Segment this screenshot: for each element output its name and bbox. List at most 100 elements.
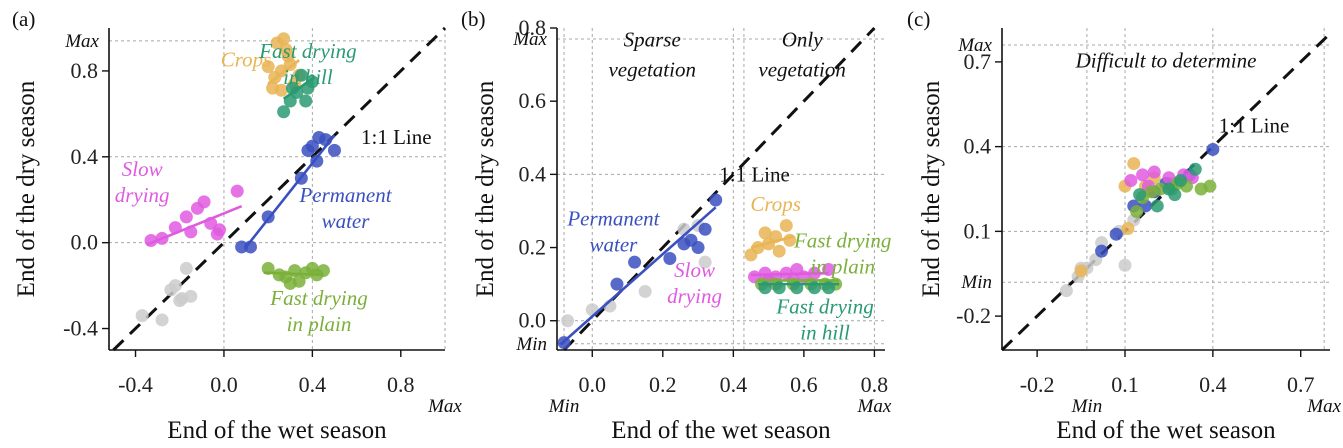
data-point	[1206, 142, 1220, 156]
panel-label: (c)	[907, 7, 930, 31]
data-point	[155, 313, 169, 327]
min-x-label: Min	[548, 396, 580, 417]
series-slow	[144, 184, 244, 248]
data-point	[261, 60, 275, 74]
x-axis-title: End of the wet season	[611, 417, 831, 444]
data-point	[772, 244, 786, 258]
y-axis-title: End of the dry season	[13, 80, 40, 297]
y-tick-label: 0.4	[71, 144, 99, 169]
data-point	[294, 68, 308, 82]
data-point	[184, 289, 198, 303]
x-tick-label: 0.4	[720, 372, 748, 397]
series-plain	[261, 261, 330, 290]
data-point	[179, 261, 193, 275]
series-annotation: water	[590, 233, 639, 257]
y-tick-label: -0.4	[63, 316, 98, 341]
fit-line	[267, 59, 300, 85]
data-point	[230, 184, 244, 198]
x-axis-title: End of the wet season	[1056, 417, 1276, 444]
series-annotation: Crops	[750, 192, 801, 216]
data-point	[1133, 188, 1147, 202]
fit-line	[282, 76, 316, 100]
series-annotation: in hill	[283, 65, 333, 89]
x-tick-label: 0.6	[790, 372, 818, 397]
max-y-label: Max	[512, 29, 547, 50]
data-point	[270, 36, 284, 50]
data-point	[197, 195, 211, 209]
fit-line	[263, 271, 324, 277]
fit-line	[559, 206, 717, 346]
series-crops	[744, 219, 797, 262]
fit-line	[245, 134, 336, 248]
data-point	[1127, 157, 1141, 171]
y-tick-label: 0.4	[519, 161, 547, 186]
data-point	[1147, 165, 1161, 179]
y-tick-label: 0.1	[964, 218, 992, 243]
data-point	[698, 255, 712, 269]
panel-label: (b)	[461, 7, 486, 31]
data-point	[305, 75, 319, 89]
data-point	[277, 105, 291, 119]
max-x-label: Max	[1306, 396, 1341, 417]
series-annotation: in plain	[287, 312, 352, 336]
x-tick-label: 0.0	[210, 372, 238, 397]
panel-b: (b) 0.0 0.2 0.4 0.6 0.8 0.0 0.2 0.4 0.6 0.8 End of …	[461, 7, 892, 444]
min-y-label: Min	[960, 272, 992, 293]
y-axis-title: End of the dry season	[918, 80, 945, 297]
data-point	[213, 223, 227, 237]
data-point	[135, 309, 149, 323]
max-x-label: Max	[427, 396, 462, 417]
fit-line	[750, 271, 829, 277]
data-point	[663, 252, 677, 266]
x-tick-label: 0.4	[1199, 372, 1227, 397]
data-point	[1095, 244, 1109, 258]
series-annotation: Fast drying	[258, 39, 356, 63]
min-y-label: Min	[515, 334, 547, 355]
y-tick-label: 0.7	[964, 49, 992, 74]
data-point	[164, 283, 178, 297]
data-point	[561, 314, 575, 328]
data-point	[1109, 227, 1123, 241]
data-point	[1130, 205, 1144, 219]
data-point	[1174, 174, 1188, 188]
data-point	[179, 210, 193, 224]
panel-c: (c) -0.2 0.1 0.4 0.7 -0.2 0.1 0.4 0.7 End of the …	[907, 7, 1342, 444]
series-gray	[135, 261, 198, 327]
data-point	[299, 94, 313, 108]
min-x-label: Min	[1071, 396, 1103, 417]
x-tick-label: -0.4	[118, 372, 153, 397]
series-annotation: Crops	[221, 48, 272, 72]
series-hill	[277, 68, 319, 119]
data-point	[691, 241, 705, 255]
x-tick-label: 0.2	[649, 372, 677, 397]
x-tick-label: 0.7	[1287, 372, 1315, 397]
x-axis-title: End of the wet season	[167, 417, 387, 444]
series-annotation: drying	[667, 284, 722, 308]
data-point	[173, 294, 187, 308]
x-tick-label: 0.1	[1111, 372, 1139, 397]
y-tick-label: 0.6	[519, 88, 547, 113]
fit-line	[146, 204, 243, 247]
region-label: Difficult to determine	[1075, 49, 1257, 73]
data-point	[310, 154, 324, 168]
y-tick-label: 0.8	[71, 58, 99, 83]
data-point	[1203, 179, 1217, 193]
y-tick-label: 0.0	[71, 230, 99, 255]
data-point	[1188, 162, 1202, 176]
data-point	[1121, 222, 1135, 236]
x-tick-label: 0.0	[579, 372, 607, 397]
series-annotation: Fast drying	[775, 294, 873, 318]
one-to-one-label: 1:1 Line	[1219, 114, 1290, 138]
region-label: Only	[782, 27, 824, 51]
x-tick-label: 0.8	[387, 372, 415, 397]
y-tick-label: 0.4	[964, 134, 992, 159]
series-hill	[758, 281, 840, 295]
data-point	[628, 255, 642, 269]
x-tick-label: -0.2	[1020, 372, 1055, 397]
data-point	[327, 143, 341, 157]
series-annotation: Permanent	[298, 183, 392, 207]
one-to-one-label: 1:1 Line	[719, 163, 790, 187]
data-point	[283, 276, 297, 290]
